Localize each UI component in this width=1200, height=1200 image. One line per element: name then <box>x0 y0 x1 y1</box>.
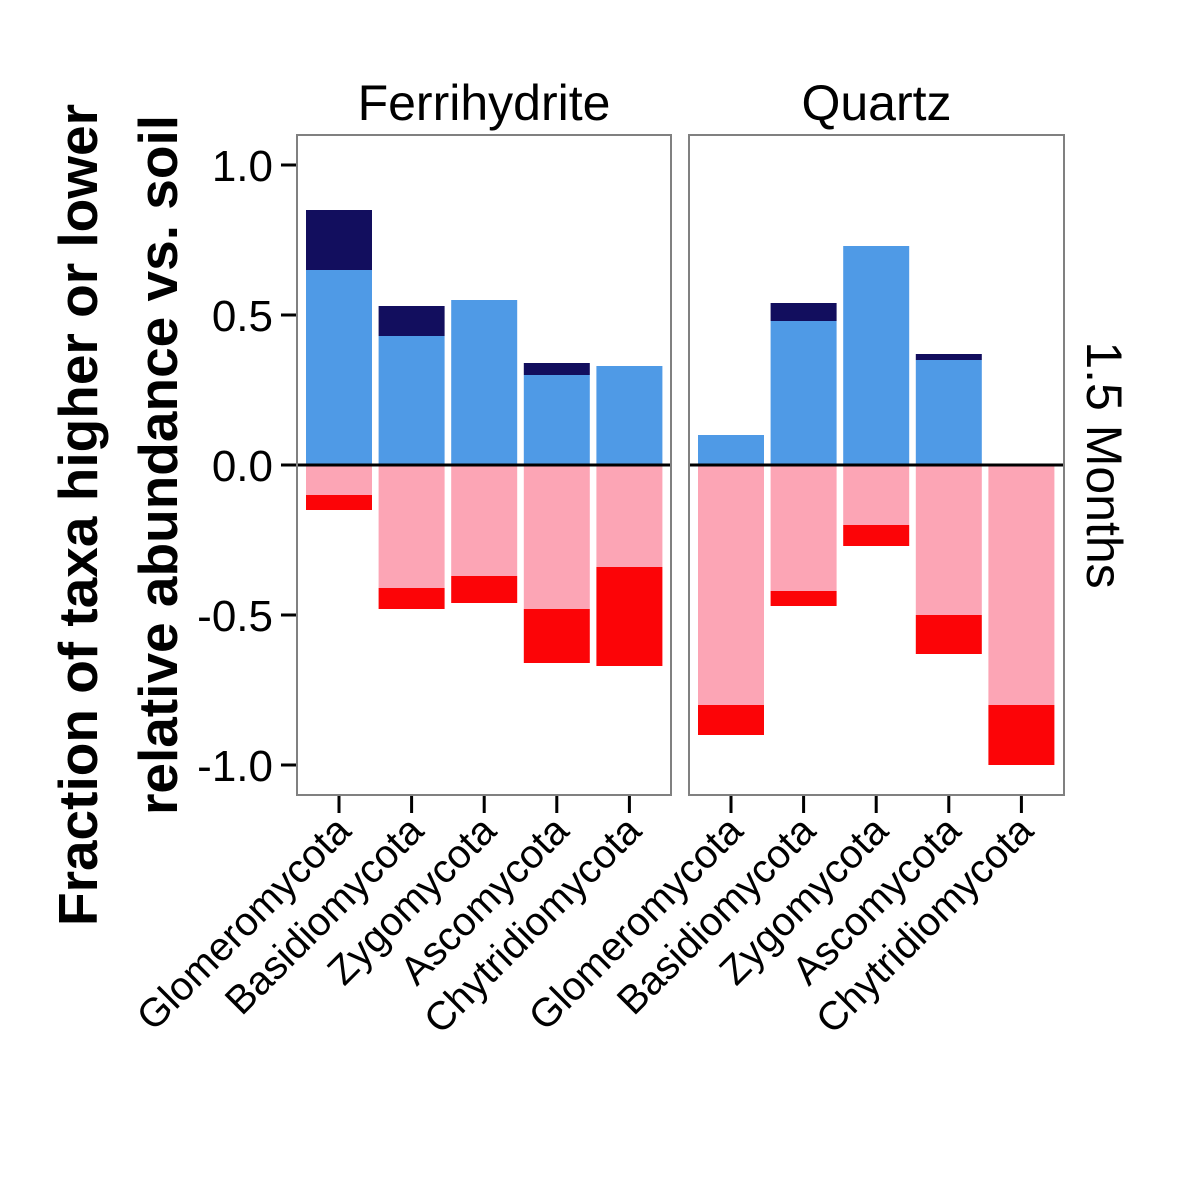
panel-title: Quartz <box>801 75 951 131</box>
y-tick-label: -1.0 <box>197 742 273 791</box>
panel-title: Ferrihydrite <box>358 75 611 131</box>
y-axis-label-line-2: relative abundance vs. soil <box>127 115 189 815</box>
bar-segment <box>988 705 1055 765</box>
bar-segment <box>915 615 982 654</box>
bar-segment <box>843 246 910 465</box>
y-tick-label: 0.0 <box>212 442 273 491</box>
bar-segment <box>915 354 982 360</box>
bar-segment <box>306 495 372 510</box>
bar-segment <box>770 321 837 465</box>
bar-segment <box>596 567 663 666</box>
bar-segment <box>378 588 445 609</box>
bar-segment <box>306 210 372 270</box>
bar-segment <box>378 465 445 588</box>
bar-segment <box>596 465 663 567</box>
bar-segment <box>770 591 837 606</box>
panel-border <box>296 134 672 796</box>
bar-segment <box>698 465 764 705</box>
y-axis-label: Fraction of taxa higher or lower relativ… <box>47 104 189 926</box>
bar-segment <box>843 465 910 525</box>
bar-segment <box>523 465 590 609</box>
bar-segment <box>378 336 445 465</box>
y-axis: 1.0 0.5 0.0 -0.5 -1.0 <box>197 142 297 791</box>
y-tick-label: 0.5 <box>212 292 273 341</box>
bar-segment <box>915 465 982 615</box>
bar-segment <box>843 525 910 546</box>
bar-segment <box>770 303 837 321</box>
bar-segment <box>523 375 590 465</box>
bar-segment <box>451 576 518 603</box>
bar-segment <box>596 366 663 465</box>
bar-segment <box>451 300 518 465</box>
bar-segment <box>915 360 982 465</box>
bar-segment <box>378 306 445 336</box>
panel-border <box>688 134 1065 796</box>
bar-segment <box>770 465 837 591</box>
bar-segment <box>698 705 764 735</box>
bar-segment <box>988 465 1055 705</box>
y-tick-label: 1.0 <box>212 142 273 191</box>
bar-segment <box>698 435 764 465</box>
y-tick-label: -0.5 <box>197 592 273 641</box>
bar-segment <box>523 363 590 375</box>
facet-panels: FerrihydriteGlomeromycotaBasidiomycotaZy… <box>129 75 1065 1042</box>
row-strip-label: 1.5 Months <box>1076 341 1132 588</box>
bar-segment <box>451 465 518 576</box>
y-axis-label-line-1: Fraction of taxa higher or lower <box>47 104 109 926</box>
bar-segment <box>523 609 590 663</box>
bar-segment <box>306 270 372 465</box>
panel-ferrihydrite: FerrihydriteGlomeromycotaBasidiomycotaZy… <box>129 75 672 1042</box>
bar-segment <box>306 465 372 495</box>
